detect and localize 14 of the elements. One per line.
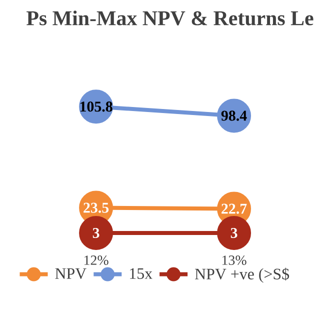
data-label: 3 [92,228,100,238]
data-label: 3 [230,228,238,238]
data-label: 105.8 [80,102,112,112]
data-label: 98.4 [221,110,247,121]
point [79,216,114,250]
data-label: 23.5 [84,202,109,213]
data-label: 22.7 [222,204,247,214]
x-tick-label: 13% [222,256,246,265]
legend-label: 15x [130,268,152,279]
legend-label: NPV +ve (>S$ [195,268,290,283]
chart-title: Ps Min-Max NPV & Returns Le [26,10,314,26]
legend-label: NPV [55,268,86,279]
x-tick-label: 12% [84,256,108,265]
point [217,216,252,250]
